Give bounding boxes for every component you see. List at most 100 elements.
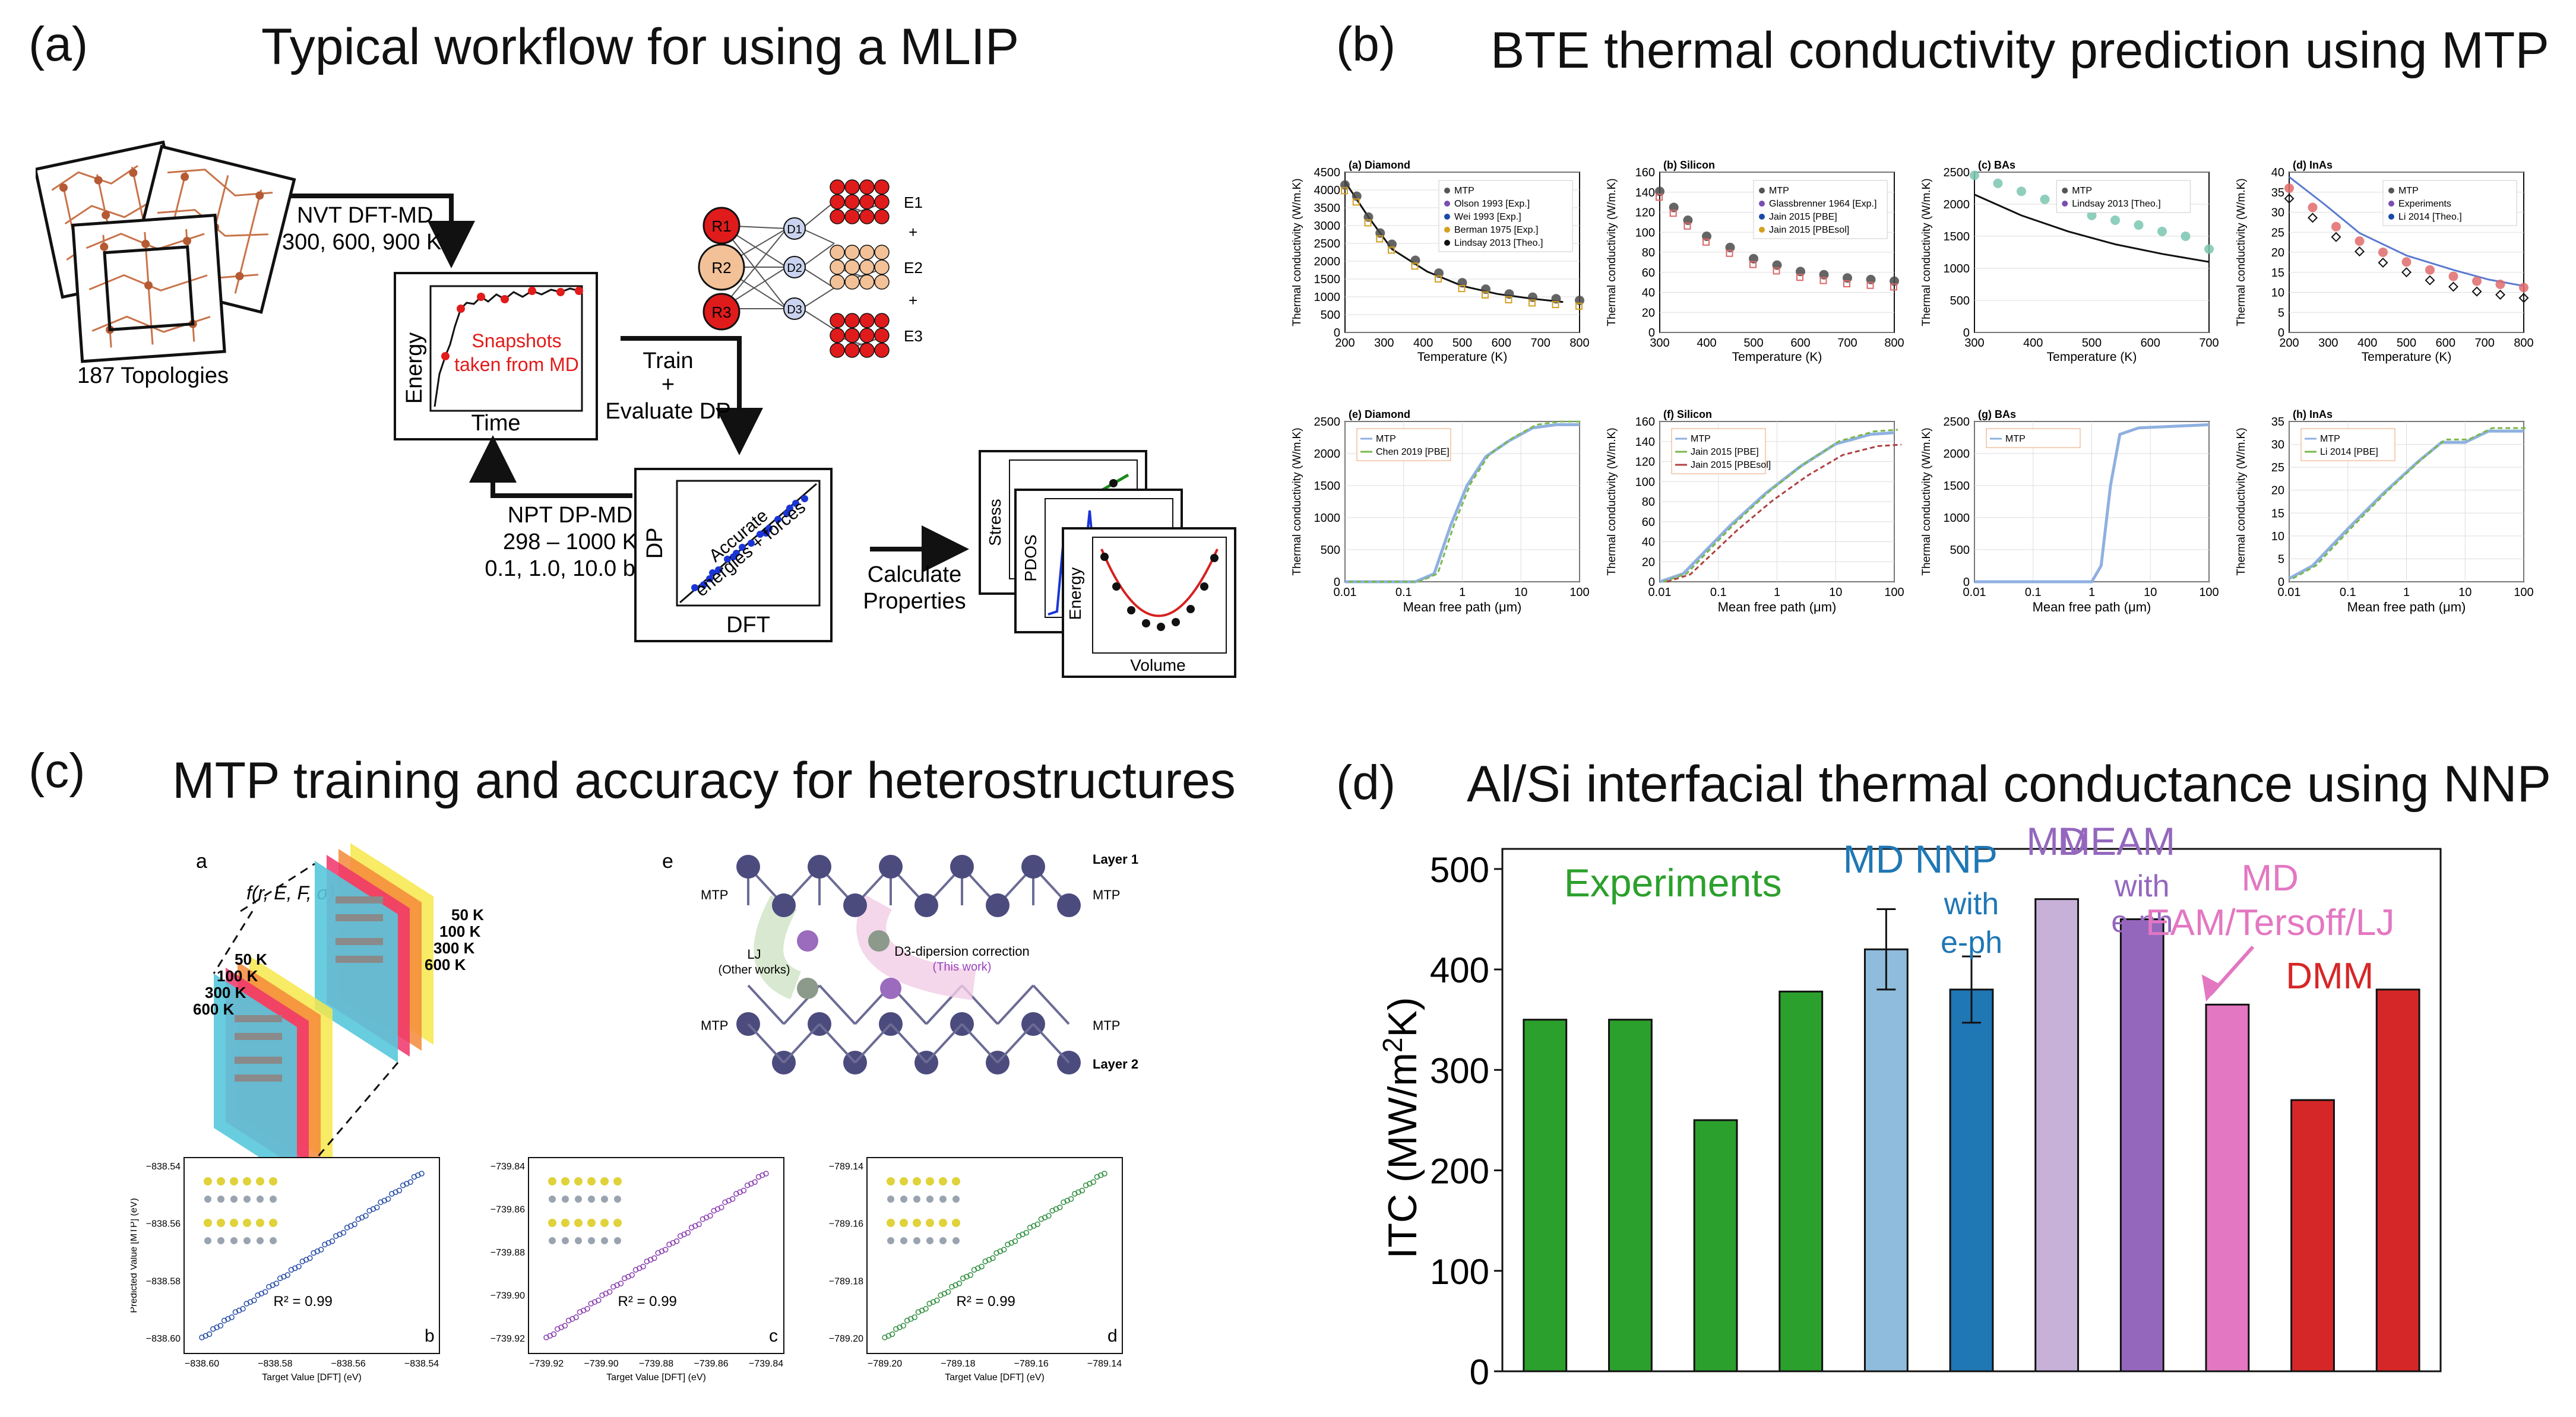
bte-mtp-point	[2355, 236, 2365, 246]
parity-point	[318, 1247, 324, 1253]
parity-ytick: −838.56	[146, 1219, 181, 1229]
svg-text:50 K: 50 K	[235, 950, 267, 968]
bte-bottom-legend-entry: MTP	[2005, 434, 2026, 444]
bte-bottom-xtick: 10	[2458, 586, 2471, 599]
parity-ytick: −789.16	[829, 1219, 863, 1229]
panel-b-title: BTE thermal conductivity prediction usin…	[1490, 22, 2549, 79]
md-energy-trace	[433, 287, 580, 407]
parity-point	[1034, 1221, 1040, 1228]
parity-point	[573, 1314, 579, 1320]
bte-theory-curve	[1344, 181, 1564, 303]
parity-point	[707, 1213, 713, 1219]
parity-ytick: −838.60	[146, 1334, 181, 1344]
parity-point	[606, 1289, 613, 1295]
bte-top-plot-2: 0 20 40 60 80 100 120 140 160 300 400 500 600 700 800 T…	[1606, 159, 1904, 364]
bte-top-ytick: 30	[2271, 207, 2284, 220]
parity-ylabel: Predicted Value [MTP] (eV)	[131, 1198, 139, 1313]
bte-top-xtick: 500	[1452, 337, 1472, 350]
bte-mtp-point	[2448, 271, 2458, 281]
panel-a-title: Typical workflow for using a MLIP	[261, 18, 1020, 75]
snapshots-line2: taken from MD	[454, 354, 579, 375]
bte-bottom-xtick: 1	[2088, 586, 2095, 599]
parity-point	[718, 1204, 724, 1210]
calc-line2: Properties	[863, 589, 966, 614]
bte-exp-point	[1819, 277, 1827, 284]
parity-point	[662, 1247, 669, 1253]
itc-ytick-label: 0	[1470, 1352, 1489, 1392]
parity-point	[284, 1272, 290, 1278]
parity-ytick: −739.88	[490, 1248, 525, 1258]
bte-exp-point	[2284, 194, 2295, 204]
bte-top-ytick: 0	[1648, 326, 1655, 340]
bte-bottom-ytick: 20	[1642, 556, 1655, 569]
bte-top-xtick: 400	[1413, 337, 1433, 350]
parity-point	[329, 1238, 336, 1244]
bte-mtp-point	[2134, 220, 2144, 230]
bte-exp-point	[1843, 280, 1850, 287]
bte-mtp-point	[1993, 178, 2003, 188]
panel-c-figure: a f(r, E, F, σ) 50 K 100 K 300 K 600 K 5…	[193, 843, 1138, 1182]
npt-line2: 298 – 1000 K	[503, 530, 637, 554]
npt-arrow	[469, 435, 632, 498]
mtp-label-br: MTP	[1093, 1018, 1120, 1033]
parity-point	[923, 1306, 929, 1312]
itc-group-label: MD	[2242, 858, 2299, 899]
itc-group-label: with	[1944, 887, 1999, 921]
parity-xtick: −838.54	[404, 1359, 439, 1369]
parity-letter: d	[1107, 1326, 1118, 1346]
bte-top-ytick: 1500	[1314, 273, 1341, 286]
neural-network-schematic: R1 R2 R3 D1 D2 D3 E1 + E2 + E3	[698, 179, 923, 358]
bte-bottom-ytick: 35	[2271, 416, 2284, 429]
parity-point	[1046, 1213, 1052, 1219]
bte-top-ytick: 500	[1950, 294, 1970, 308]
mtp-label-bl: MTP	[701, 1018, 728, 1033]
bte-top-xtick: 300	[1650, 337, 1669, 350]
bte-ref-curve	[1349, 420, 1583, 583]
bte-top-ytick: 5	[2278, 306, 2284, 319]
itc-bar	[2034, 898, 2080, 1372]
bte-top-ytick: 15	[2271, 267, 2284, 280]
bte-exp-point	[2425, 275, 2435, 286]
parity-point	[740, 1187, 747, 1194]
bte-top-legend-entry: Experiments	[2398, 199, 2451, 209]
bte-bottom-ytick: 80	[1642, 496, 1655, 509]
bte-exp-point	[1528, 299, 1536, 307]
bte-mtp-point	[1970, 170, 1979, 180]
nn-d3: D3	[787, 303, 802, 316]
parity-xtick: −739.90	[584, 1359, 618, 1369]
bte-top-xtick: 300	[1374, 337, 1394, 350]
bte-bottom-ytick: 500	[1950, 544, 1970, 557]
bte-top-legend-entry: Li 2014 [Theo.]	[2398, 212, 2462, 222]
parity-point	[419, 1171, 425, 1177]
bte-exp-point	[1552, 301, 1559, 309]
nn-e3: E3	[904, 327, 923, 345]
bte-bottom-xtick: 0.1	[1395, 586, 1412, 599]
md-xlabel: Time	[471, 411, 520, 436]
itc-group-label: DMM	[2286, 956, 2374, 997]
bte-top-legend-entry: Berman 1975 [Exp.]	[1454, 225, 1538, 235]
bte-mtp-curve	[1659, 431, 1895, 584]
bte-mtp-point	[2378, 248, 2388, 257]
bte-ylabel: Thermal conductivity (W/m.K)	[1606, 427, 1618, 575]
parity-xtick: −838.58	[258, 1359, 292, 1369]
bte-top-ytick: 25	[2271, 226, 2284, 239]
bte-theory-curve	[2289, 176, 2524, 287]
prop-stress: Stress	[986, 499, 1004, 546]
bte-top-ytick: 20	[2271, 246, 2284, 259]
bte-top-legend-entry: Jain 2015 [PBEsol]	[1769, 225, 1849, 235]
parity-point	[979, 1263, 985, 1270]
itc-ytick-label: 200	[1430, 1152, 1489, 1191]
bte-exp-point	[1749, 261, 1757, 268]
svg-text:600 K: 600 K	[193, 1000, 235, 1018]
bte-bottom-ytick: 25	[2271, 461, 2284, 474]
bte-mtp-point	[2204, 244, 2214, 254]
bte-bottom-ytick: 10	[2271, 530, 2284, 543]
bte-top-xtick: 800	[1884, 337, 1904, 350]
bte-top-plot-4: 0 5 10 15 20 25 30 35 40 200 300 400 500 600 700 800 Tem…	[2235, 159, 2534, 364]
bte-bottom-xtick: 0.01	[1963, 586, 1986, 599]
nvt-line1: NVT DFT-MD	[297, 203, 433, 228]
parity-ytick: −838.54	[146, 1162, 181, 1172]
panel-b-label: (b)	[1336, 17, 1396, 71]
parity-xtick: −739.86	[694, 1359, 728, 1369]
